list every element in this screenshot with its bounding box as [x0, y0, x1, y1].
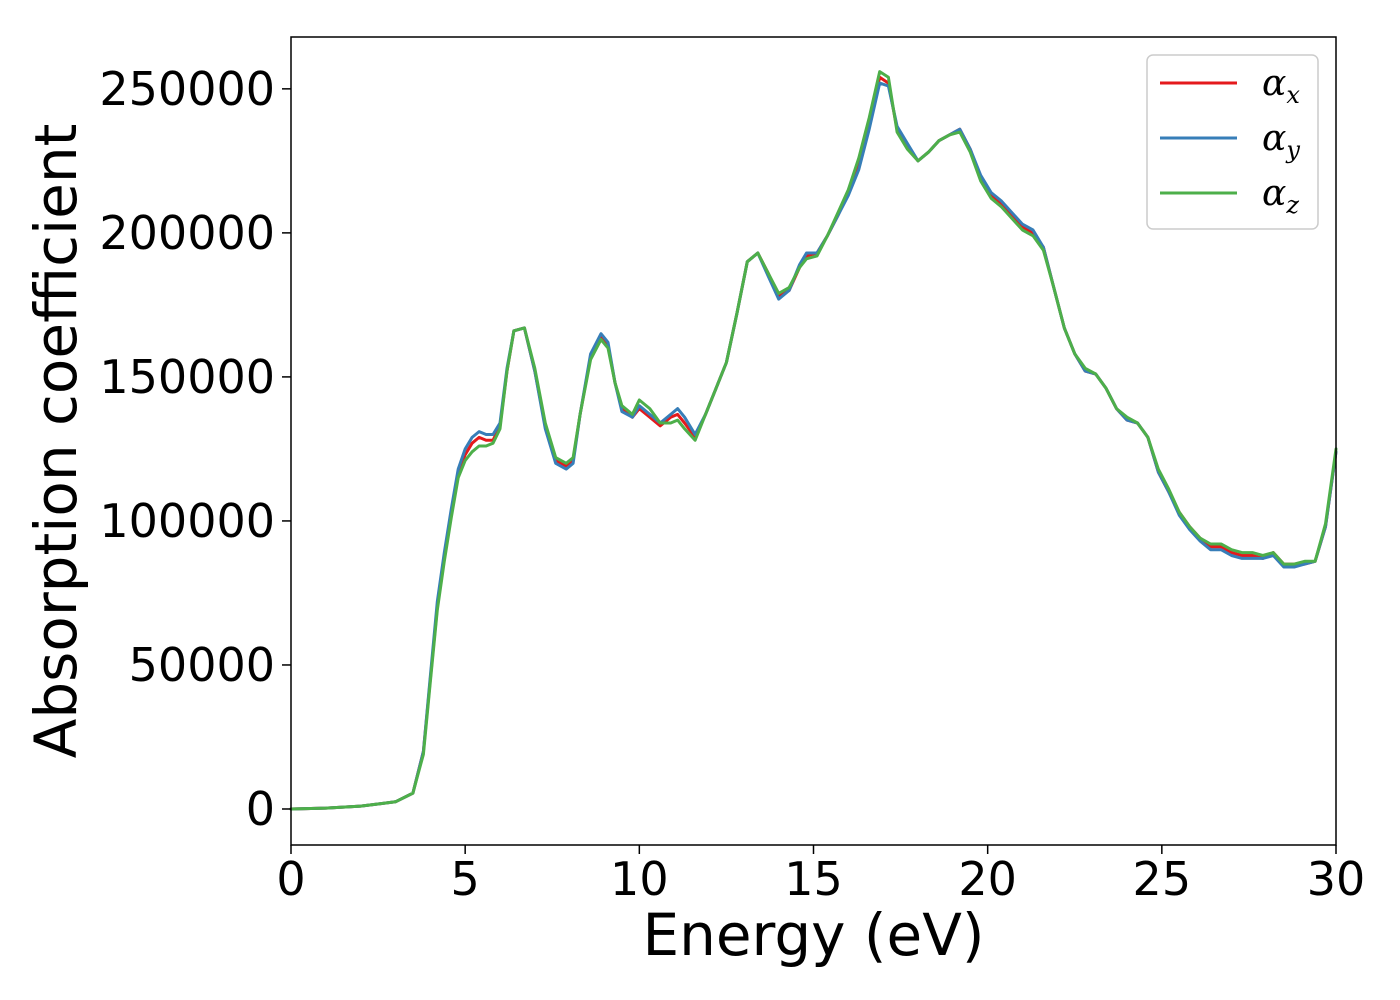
x-tick-label: 25	[1133, 852, 1192, 906]
y-tick-label: 150000	[99, 350, 275, 404]
x-tick-label: 0	[276, 852, 305, 906]
legend-box	[1146, 54, 1319, 230]
series-line-z	[289, 70, 1338, 811]
y-tick-label: 100000	[99, 494, 275, 548]
x-tick-label: 20	[958, 852, 1017, 906]
series-layer	[289, 70, 1338, 811]
x-tick-label: 15	[784, 852, 843, 906]
y-tick-label: 0	[246, 782, 275, 836]
y-tick-label: 250000	[99, 62, 275, 116]
y-tick-label: 200000	[99, 206, 275, 260]
x-tick-label: 30	[1307, 852, 1366, 906]
x-axis-label: Energy (eV)	[642, 901, 984, 969]
x-axis-ticks: 0 5 10 15 20 25 30	[276, 845, 1365, 906]
x-tick-label: 5	[451, 852, 480, 906]
x-tick-label: 10	[610, 852, 669, 906]
y-axis-ticks: 0 50000 100000 150000 200000 250000	[99, 62, 291, 836]
y-tick-label: 50000	[129, 638, 275, 692]
y-axis-label: Absorption coefficient	[22, 124, 90, 759]
